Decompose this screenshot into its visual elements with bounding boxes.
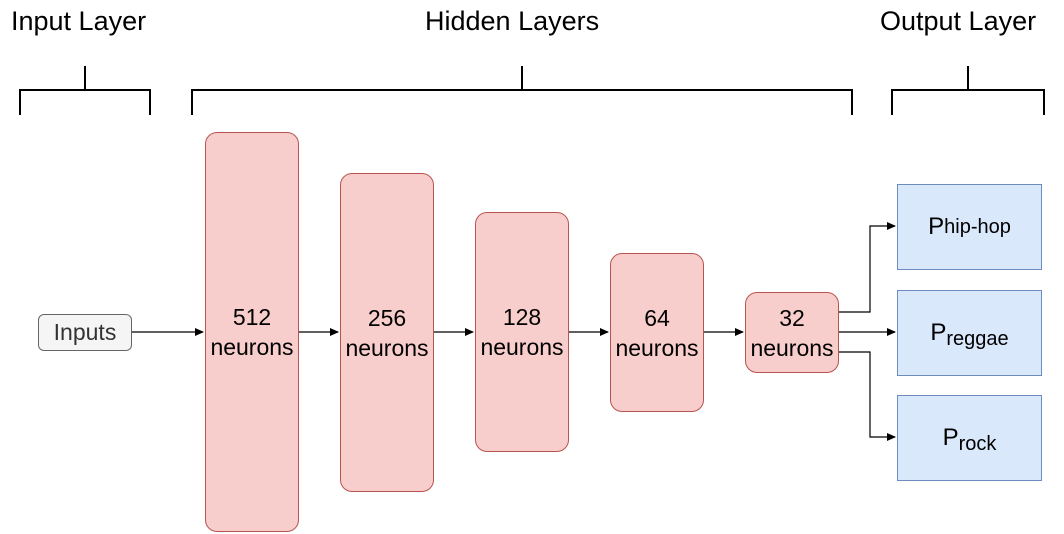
hidden-layer-32: 32 neurons bbox=[745, 292, 839, 373]
layer-count: 32 bbox=[779, 304, 805, 331]
layer-unit: neurons bbox=[480, 334, 564, 360]
output-layer-bracket bbox=[891, 66, 1045, 115]
input-layer-bracket bbox=[19, 66, 151, 115]
output-layer-label: Output Layer bbox=[880, 6, 1037, 36]
layer-unit: neurons bbox=[210, 334, 294, 360]
output-subscript: rock bbox=[958, 432, 997, 455]
hidden-layer-512: 512 neurons bbox=[205, 132, 299, 532]
output-subscript: hip-hop bbox=[944, 215, 1011, 238]
hidden-layer-64: 64 neurons bbox=[610, 253, 704, 412]
output-symbol: P bbox=[928, 213, 945, 240]
layer-count: 512 bbox=[232, 304, 272, 330]
output-subscript: reggae bbox=[946, 327, 1009, 350]
arrow-32-to-rock bbox=[838, 351, 896, 441]
input-layer-label: Input Layer bbox=[11, 6, 147, 36]
layer-count: 128 bbox=[502, 304, 542, 330]
inputs-node: Inputs bbox=[38, 314, 132, 351]
hidden-layers-label: Hidden Layers bbox=[425, 6, 600, 36]
output-symbol: P bbox=[930, 319, 947, 346]
layer-count: 256 bbox=[367, 304, 407, 331]
hidden-layer-256: 256 neurons bbox=[340, 173, 434, 492]
layer-unit: neurons bbox=[345, 334, 429, 361]
layer-unit: neurons bbox=[615, 334, 699, 361]
hidden-layers-bracket bbox=[191, 66, 853, 115]
arrow-32-to-hip-hop bbox=[838, 222, 896, 313]
layer-count: 64 bbox=[644, 304, 670, 331]
output-symbol: P bbox=[942, 424, 959, 451]
hidden-layer-128: 128 neurons bbox=[475, 212, 569, 452]
layer-unit: neurons bbox=[750, 334, 834, 361]
